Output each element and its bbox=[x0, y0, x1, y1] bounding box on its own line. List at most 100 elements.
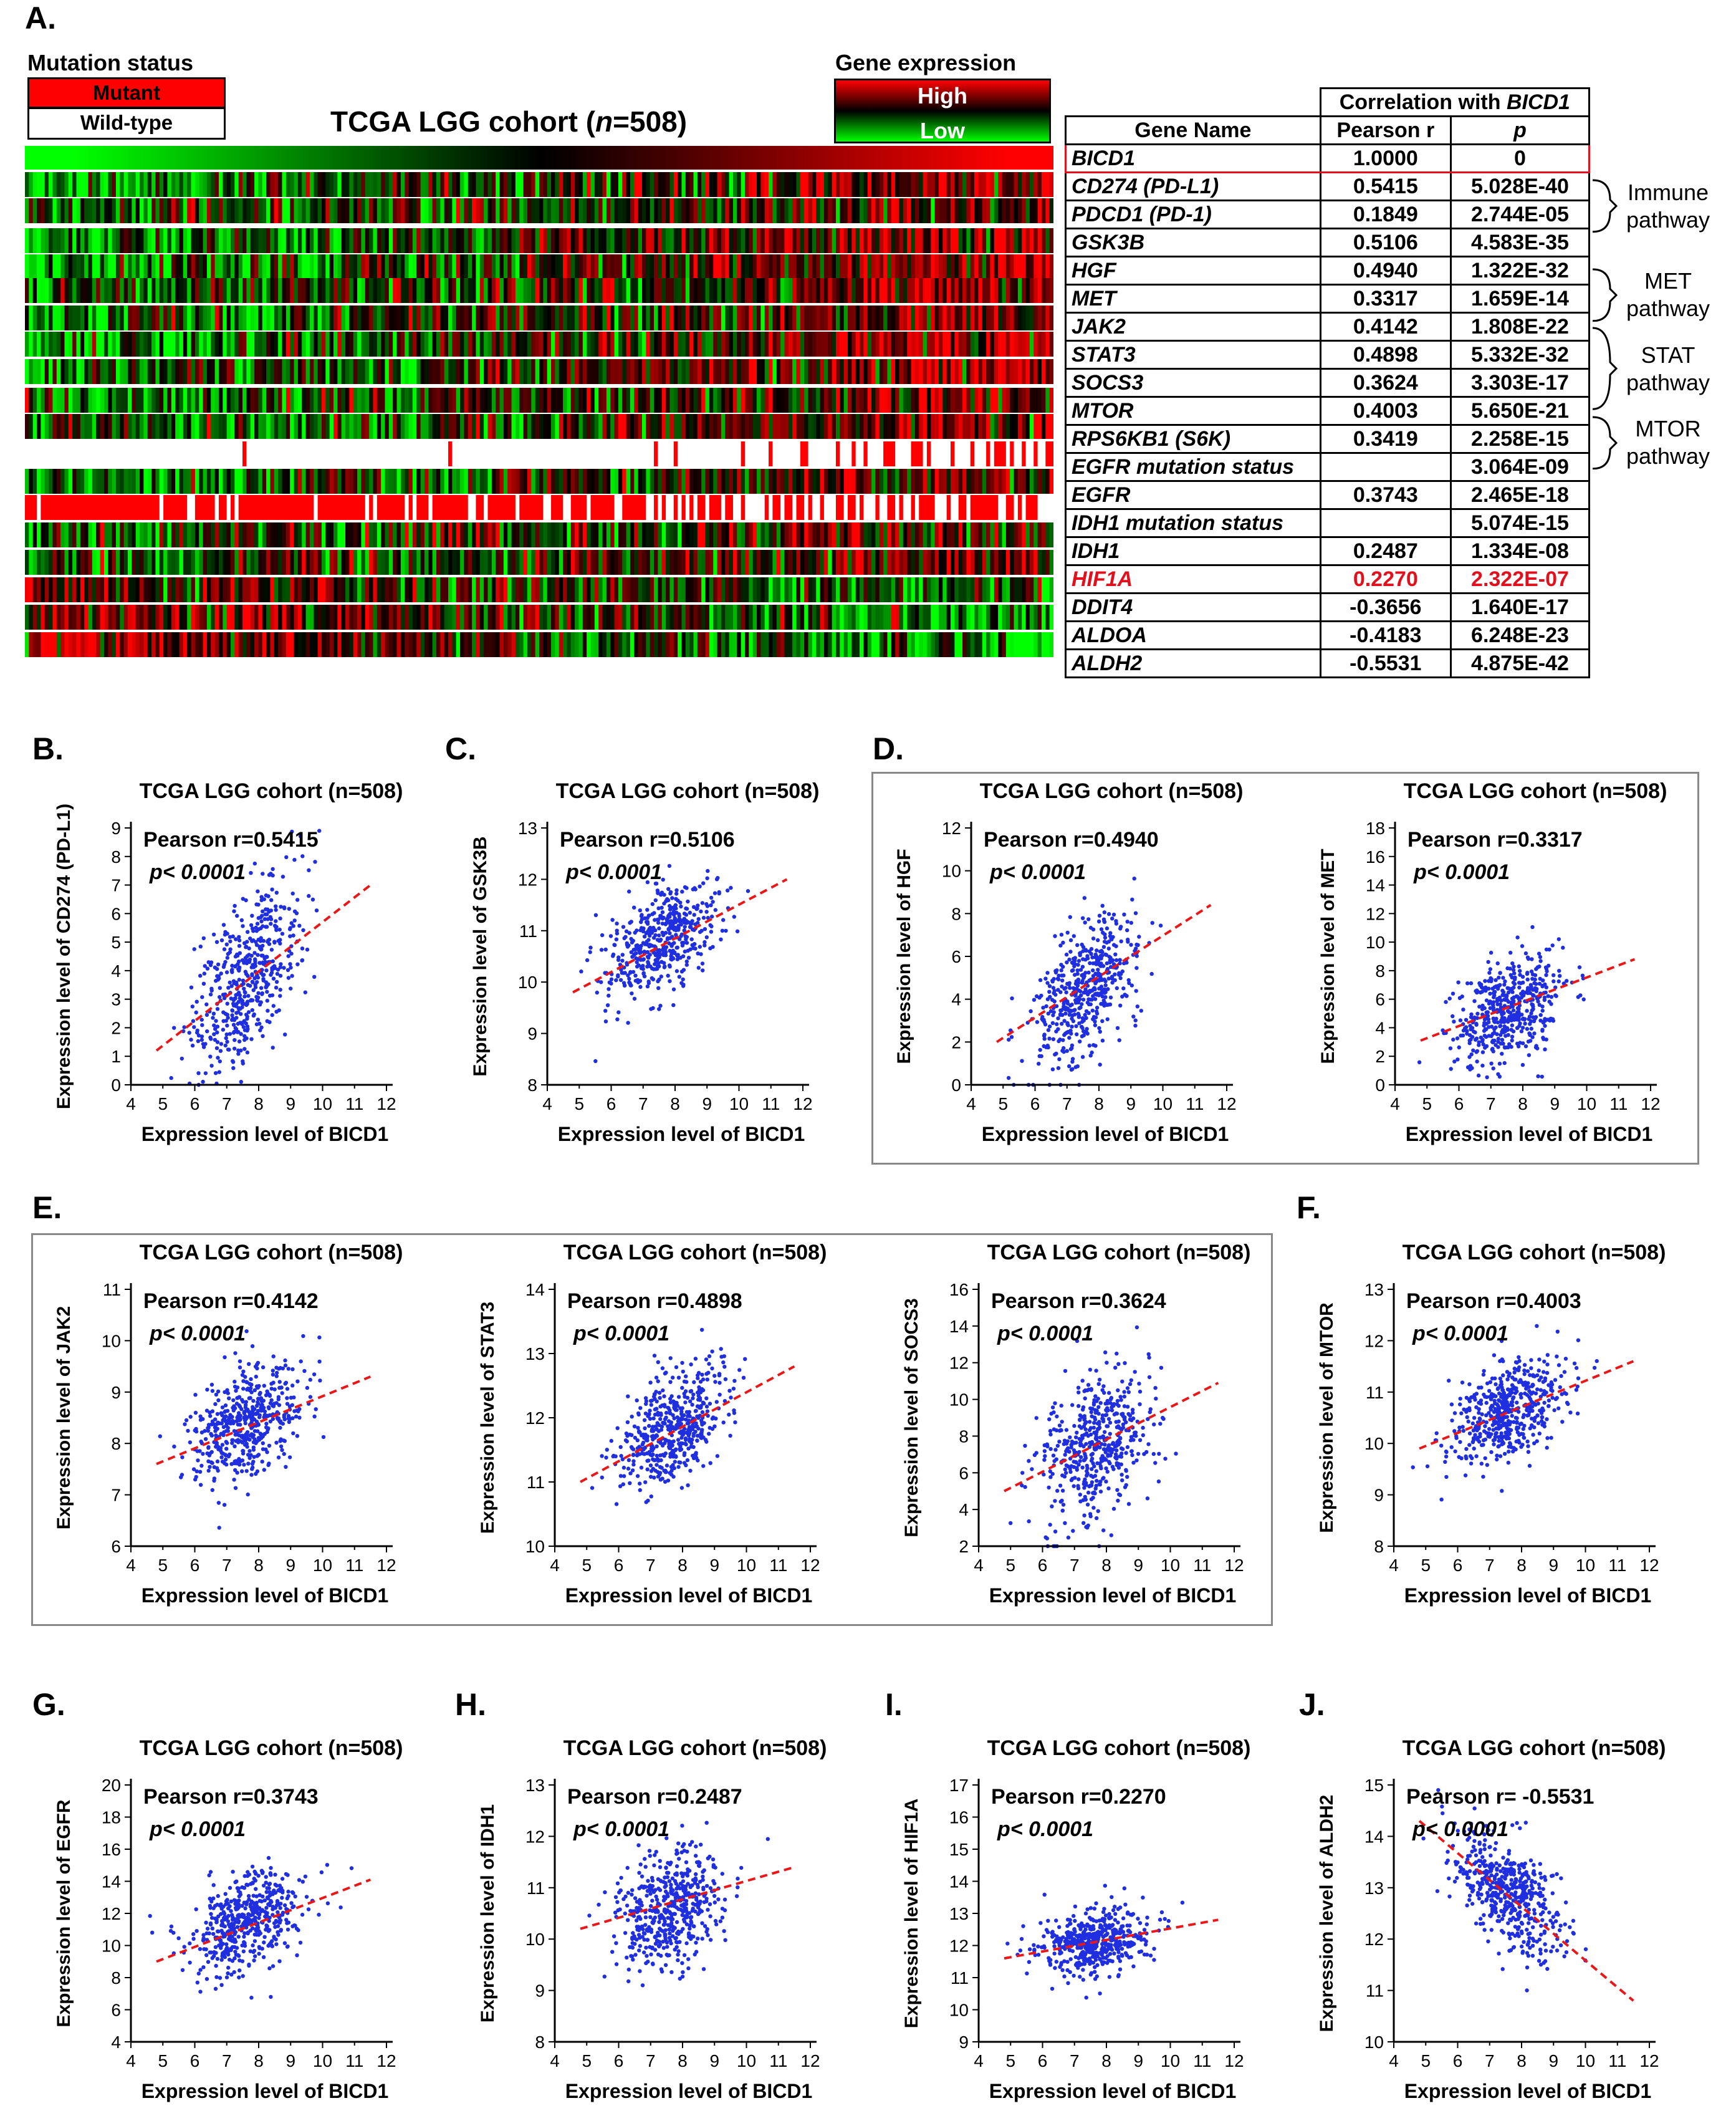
heatmap-cell bbox=[547, 495, 552, 520]
heatmap-cell bbox=[499, 146, 504, 170]
heatmap-cell bbox=[183, 605, 188, 630]
heatmap-cell bbox=[578, 469, 583, 494]
heatmap-cell bbox=[749, 522, 754, 547]
heatmap-cell bbox=[757, 414, 761, 439]
heatmap-cell bbox=[1037, 495, 1042, 520]
heatmap-cell bbox=[863, 469, 868, 494]
heatmap-cell bbox=[594, 469, 599, 494]
heatmap-cell bbox=[223, 577, 228, 602]
heatmap-cell bbox=[262, 228, 267, 253]
heatmap-cell bbox=[191, 278, 196, 303]
heatmap-cell bbox=[317, 388, 322, 413]
heatmap-cell bbox=[820, 172, 825, 197]
heatmap-cell bbox=[800, 198, 805, 223]
heatmap-cell bbox=[547, 198, 552, 223]
heatmap-cell bbox=[218, 146, 223, 170]
heatmap-cell bbox=[582, 254, 587, 279]
heatmap-cell bbox=[895, 388, 900, 413]
heatmap-cell bbox=[543, 632, 548, 657]
heatmap-cell bbox=[883, 254, 888, 279]
heatmap-cell bbox=[840, 172, 845, 197]
heatmap-cell bbox=[29, 605, 34, 630]
heatmap-cell bbox=[555, 254, 560, 279]
heatmap-cell bbox=[946, 469, 951, 494]
heatmap-cell bbox=[408, 146, 413, 170]
heatmap-cell bbox=[646, 254, 651, 279]
heatmap-cell bbox=[444, 172, 449, 197]
heatmap-cell bbox=[840, 469, 845, 494]
heatmap-cell bbox=[1002, 305, 1007, 330]
heatmap-cell bbox=[994, 278, 999, 303]
heatmap-cell bbox=[1045, 146, 1050, 170]
heatmap-cell bbox=[551, 414, 555, 439]
heatmap-cell bbox=[867, 441, 872, 466]
heatmap-cell bbox=[646, 359, 651, 384]
heatmap-cell bbox=[60, 495, 65, 520]
heatmap-cell bbox=[685, 278, 690, 303]
heatmap-cell bbox=[436, 414, 441, 439]
heatmap-cell bbox=[970, 146, 975, 170]
heatmap-cell bbox=[135, 388, 140, 413]
heatmap-cell bbox=[1037, 278, 1042, 303]
heatmap-cell bbox=[84, 146, 89, 170]
heatmap-cell bbox=[416, 332, 421, 357]
heatmap-cell bbox=[780, 388, 785, 413]
heatmap-cell bbox=[527, 577, 532, 602]
heatmap-cell bbox=[274, 388, 279, 413]
heatmap-cell bbox=[578, 605, 583, 630]
heatmap-cell bbox=[745, 550, 749, 575]
heatmap-cell bbox=[570, 441, 575, 466]
heatmap-cell bbox=[1033, 172, 1038, 197]
heatmap-cell bbox=[163, 278, 168, 303]
heatmap-cell bbox=[115, 146, 120, 170]
heatmap-cell bbox=[582, 577, 587, 602]
heatmap-cell bbox=[242, 228, 247, 253]
heatmap-cell bbox=[578, 414, 583, 439]
heatmap-cell bbox=[353, 305, 358, 330]
heatmap-cell bbox=[661, 198, 666, 223]
heatmap-cell bbox=[408, 332, 413, 357]
heatmap-cell bbox=[440, 254, 445, 279]
heatmap-cell bbox=[238, 632, 243, 657]
heatmap-cell bbox=[52, 632, 57, 657]
heatmap-cell bbox=[270, 522, 275, 547]
heatmap-cell bbox=[179, 228, 184, 253]
heatmap-cell bbox=[231, 605, 235, 630]
heatmap-cell bbox=[163, 359, 168, 384]
heatmap-cell bbox=[820, 495, 825, 520]
heatmap-cell bbox=[729, 388, 734, 413]
heatmap-cell bbox=[199, 228, 204, 253]
heatmap-cell bbox=[1025, 228, 1030, 253]
heatmap-cell bbox=[587, 278, 592, 303]
heatmap-cell bbox=[452, 305, 457, 330]
heatmap-cell bbox=[373, 495, 378, 520]
heatmap-cell bbox=[717, 388, 722, 413]
heatmap-cell bbox=[895, 469, 900, 494]
heatmap-cell bbox=[887, 332, 892, 357]
heatmap-cell bbox=[476, 278, 481, 303]
heatmap-cell bbox=[823, 605, 828, 630]
heatmap-cell bbox=[163, 332, 168, 357]
heatmap-cell bbox=[155, 388, 160, 413]
heatmap-cell bbox=[931, 469, 936, 494]
heatmap-cell bbox=[223, 522, 228, 547]
heatmap-cell bbox=[32, 550, 37, 575]
heatmap-cell bbox=[792, 550, 797, 575]
heatmap-cell bbox=[314, 632, 319, 657]
heatmap-cell bbox=[729, 495, 734, 520]
heatmap-cell bbox=[780, 359, 785, 384]
heatmap-cell bbox=[887, 228, 892, 253]
heatmap-cell bbox=[254, 441, 259, 466]
heatmap-cell bbox=[966, 441, 971, 466]
heatmap-cell bbox=[658, 254, 663, 279]
heatmap-cell bbox=[432, 495, 437, 520]
heatmap-cell bbox=[951, 198, 955, 223]
heatmap-cell bbox=[883, 172, 888, 197]
heatmap-cell bbox=[436, 305, 441, 330]
heatmap-cell bbox=[120, 469, 125, 494]
heatmap-cell bbox=[479, 172, 484, 197]
heatmap-cell bbox=[951, 305, 955, 330]
heatmap-cell bbox=[499, 388, 504, 413]
heatmap-cell bbox=[448, 198, 453, 223]
heatmap-cell bbox=[128, 414, 132, 439]
